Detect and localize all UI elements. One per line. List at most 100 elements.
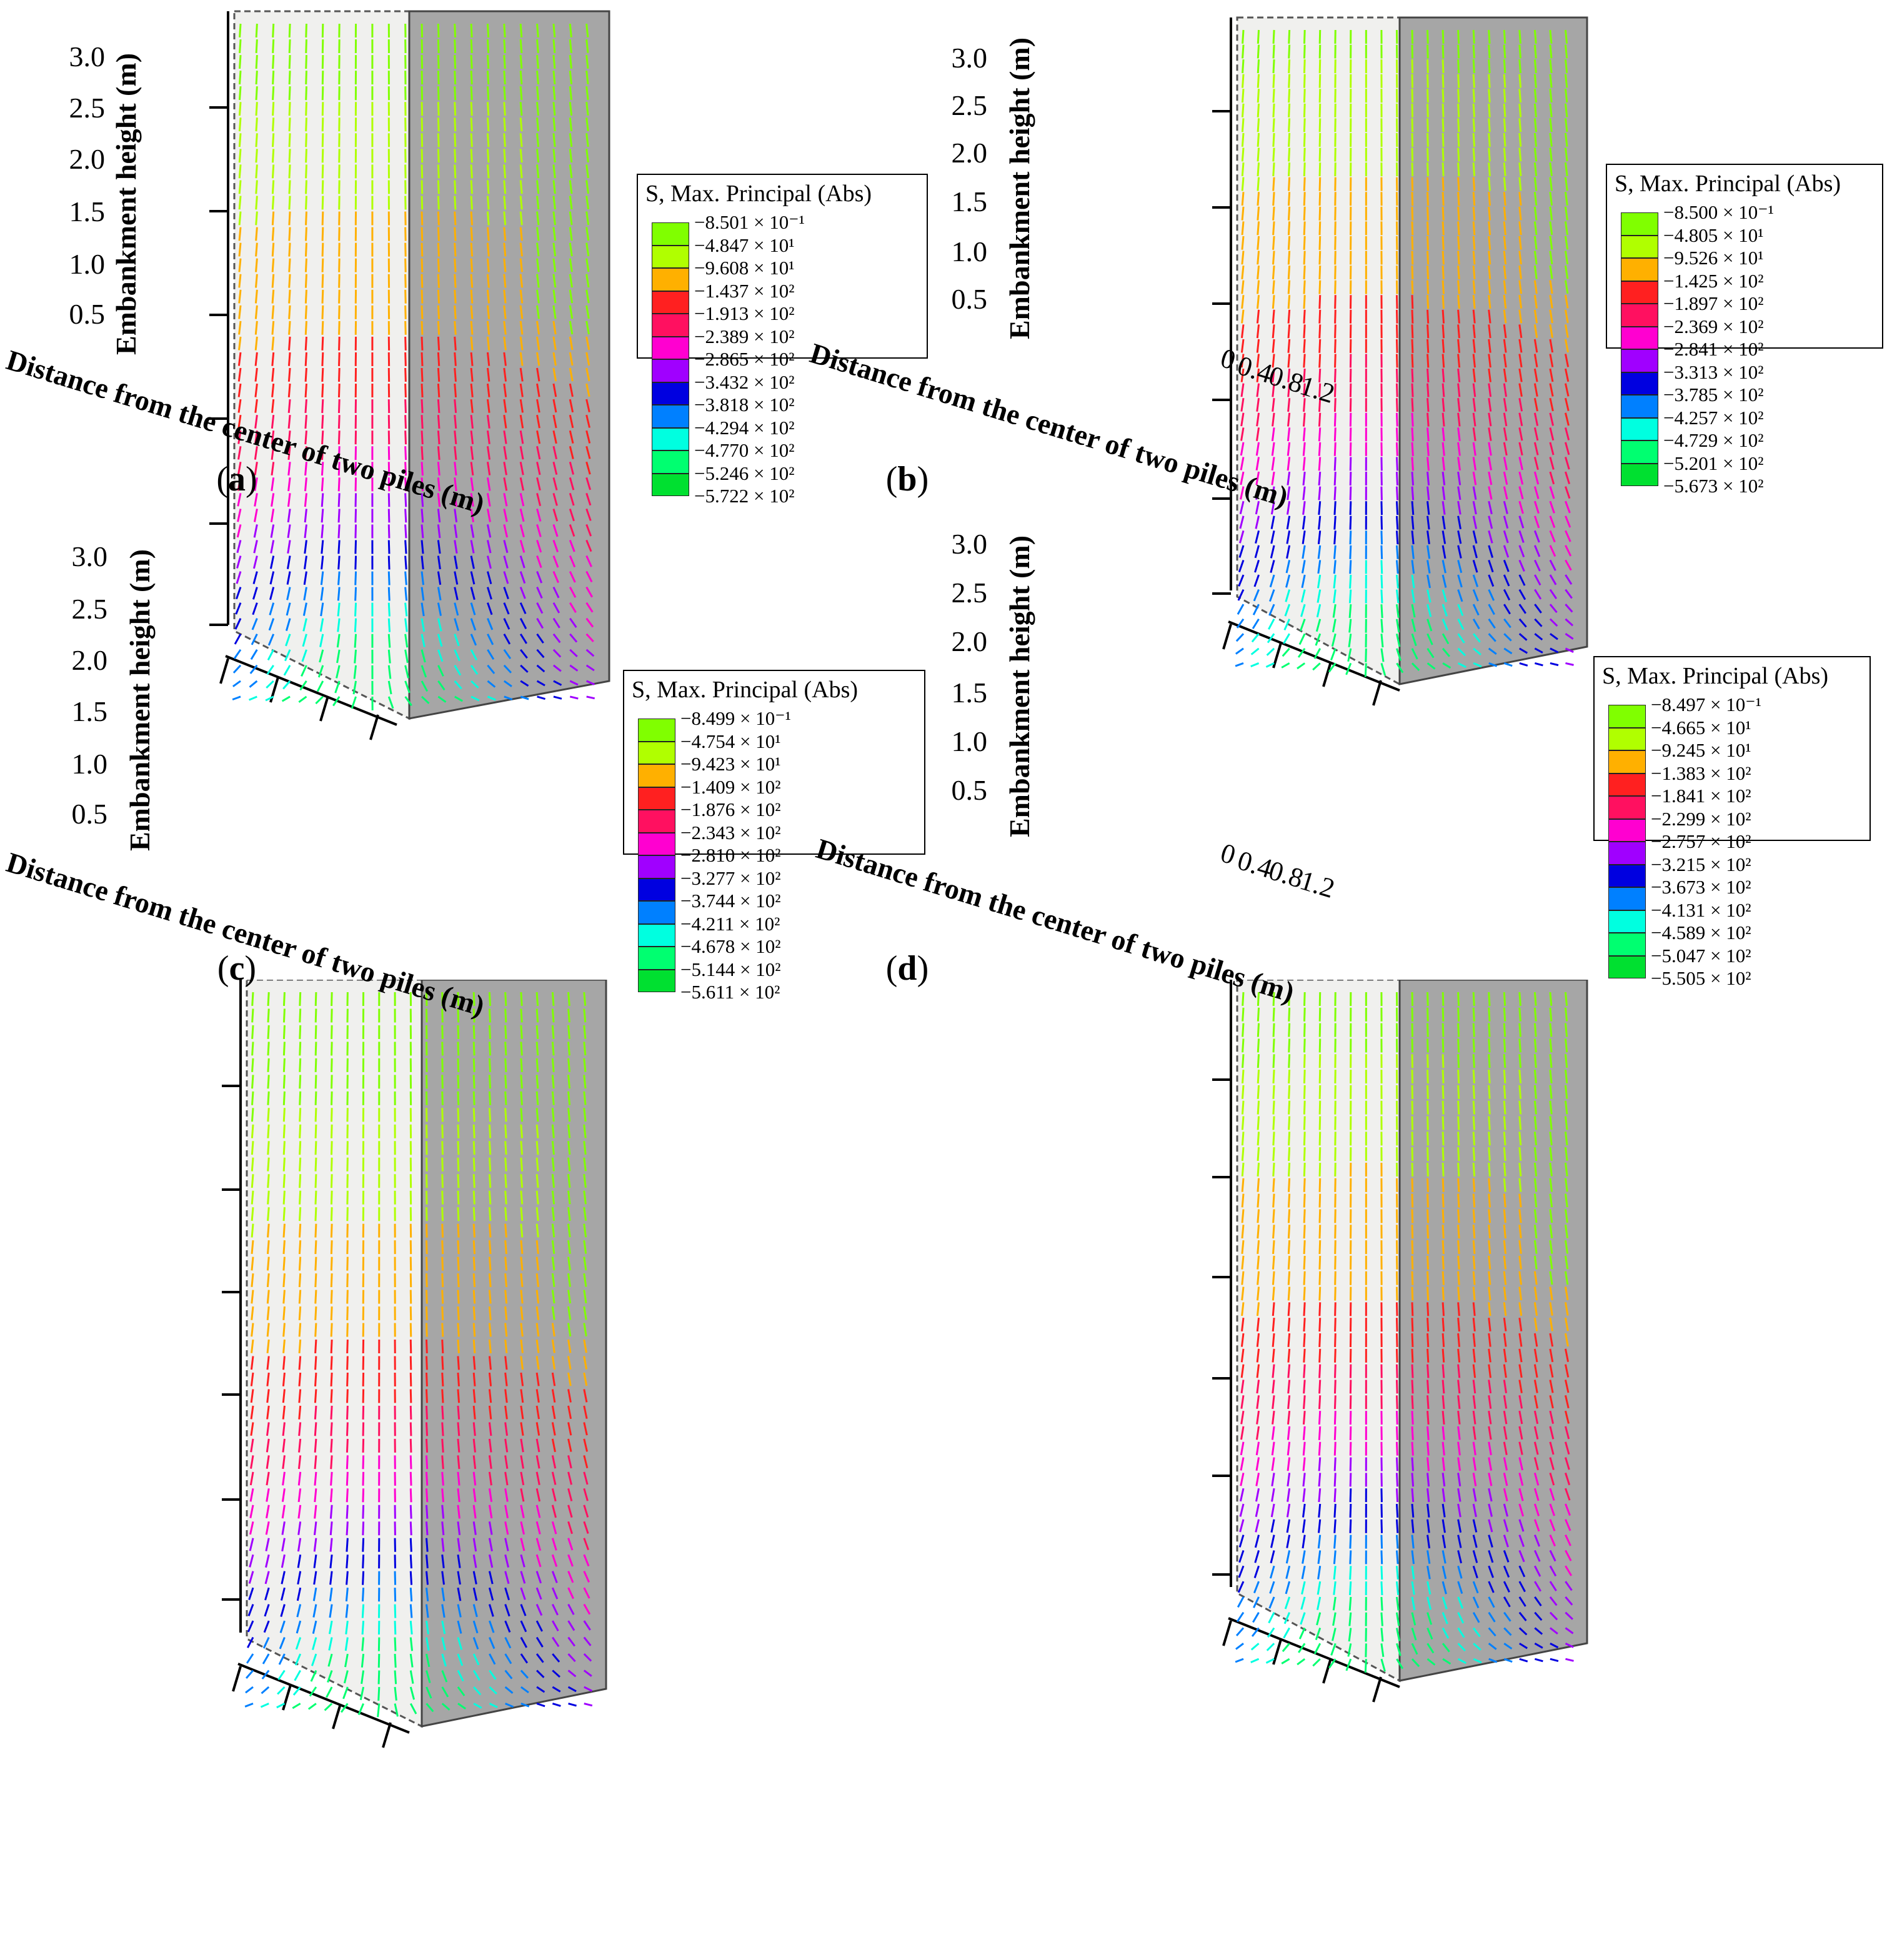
stress-vector — [1565, 1441, 1570, 1455]
stress-vector — [271, 289, 275, 304]
stress-vector — [519, 274, 524, 288]
stress-vector — [489, 1686, 497, 1695]
stress-vector — [1298, 633, 1306, 645]
stress-vector — [551, 1405, 556, 1420]
stress-vector — [327, 1653, 333, 1667]
stress-vector — [1518, 486, 1524, 500]
stress-vector — [387, 680, 392, 695]
stress-vector — [1488, 397, 1492, 412]
stress-vector — [1488, 44, 1491, 59]
stress-vector — [330, 1306, 333, 1321]
stress-vector — [519, 524, 525, 538]
stress-vector — [387, 696, 394, 709]
stress-vector — [298, 1405, 302, 1420]
stress-vector — [585, 399, 590, 413]
stress-vector — [1303, 206, 1306, 221]
legend: S, Max. Principal (Abs) −8.499 × 10⁻¹ −4.… — [623, 670, 925, 1003]
stress-vector — [1565, 1565, 1573, 1576]
panel-caption: (a) — [216, 460, 257, 499]
stress-vector — [437, 571, 442, 585]
stress-vector — [441, 1157, 444, 1172]
stress-vector — [1533, 103, 1537, 117]
stress-vector — [1503, 589, 1511, 601]
stress-vector — [551, 1058, 555, 1072]
stress-vector — [298, 1438, 302, 1453]
stress-vector — [1533, 1395, 1538, 1409]
stress-vector — [1287, 427, 1291, 442]
stress-vector — [1564, 1116, 1568, 1130]
stress-vector — [409, 1621, 413, 1635]
stress-vector — [1472, 339, 1476, 353]
stress-vector — [1441, 515, 1446, 530]
stress-vector — [1488, 251, 1491, 265]
stress-vector — [288, 227, 291, 241]
stress-vector — [321, 336, 324, 351]
stress-vector — [299, 1075, 302, 1089]
stress-vector — [235, 587, 242, 600]
stress-vector — [585, 555, 592, 567]
stress-vector — [437, 274, 440, 288]
stress-vector — [520, 1653, 529, 1664]
stress-vector — [1287, 383, 1291, 397]
stress-vector — [362, 1555, 365, 1569]
stress-vector — [1565, 662, 1574, 666]
stress-vector — [255, 164, 258, 179]
stress-vector — [1303, 74, 1306, 88]
stress-vector — [254, 289, 258, 304]
stress-vector — [409, 1703, 417, 1714]
stress-vector — [287, 493, 291, 507]
stress-vector — [552, 633, 561, 644]
stress-vector — [1549, 294, 1553, 309]
legend-value: −2.299 × 10² — [1651, 807, 1751, 830]
stress-vector — [1349, 1550, 1352, 1565]
stress-vector — [1333, 1581, 1337, 1595]
legend-swatch — [652, 314, 689, 337]
stress-vector — [488, 1157, 492, 1172]
stress-vector — [272, 133, 275, 147]
stress-vector — [1503, 324, 1507, 339]
stress-vector — [1503, 500, 1508, 514]
stress-vector — [1426, 1395, 1430, 1410]
stress-vector — [567, 1108, 571, 1122]
stress-vector — [282, 1455, 286, 1470]
stress-vector — [1519, 662, 1528, 667]
stress-vector — [552, 508, 559, 522]
stress-vector — [251, 1141, 254, 1155]
stress-vector — [1240, 442, 1245, 456]
stress-vector — [520, 1488, 525, 1502]
stress-vector — [1380, 634, 1384, 648]
stress-vector — [238, 180, 242, 194]
stress-vector — [237, 445, 242, 460]
stress-vector — [1457, 1286, 1460, 1301]
stress-vector — [1380, 619, 1384, 633]
stress-vector — [441, 1075, 444, 1089]
y-tick: 0.5 — [71, 798, 108, 830]
stress-vector — [552, 305, 557, 319]
stress-vector — [1254, 560, 1260, 573]
stress-vector — [1411, 545, 1415, 559]
stress-vector — [470, 367, 474, 382]
stress-vector — [1518, 1271, 1522, 1285]
stress-vector — [1364, 663, 1367, 677]
stress-vector — [1349, 501, 1352, 515]
stress-vector — [583, 1636, 592, 1646]
stress-vector — [1503, 1209, 1506, 1223]
stress-vector — [1565, 530, 1571, 542]
legend-row: −1.876 × 10² — [638, 798, 918, 833]
stress-vector — [1312, 662, 1321, 671]
stress-vector — [1256, 383, 1260, 397]
stress-vector — [567, 1356, 572, 1370]
stress-vector — [1272, 368, 1275, 382]
stress-vector — [488, 1290, 492, 1304]
stress-vector — [1564, 251, 1569, 265]
stress-vector — [251, 1339, 254, 1353]
stress-vector — [1257, 251, 1260, 265]
stress-vector — [1255, 1457, 1260, 1471]
stress-vector — [1318, 1411, 1322, 1425]
stress-vector — [441, 1455, 444, 1470]
stress-vector — [1457, 339, 1461, 353]
stress-vector — [409, 1604, 413, 1618]
stress-vector — [1503, 647, 1513, 655]
stress-vector — [301, 665, 307, 677]
stress-vector — [1457, 221, 1460, 236]
